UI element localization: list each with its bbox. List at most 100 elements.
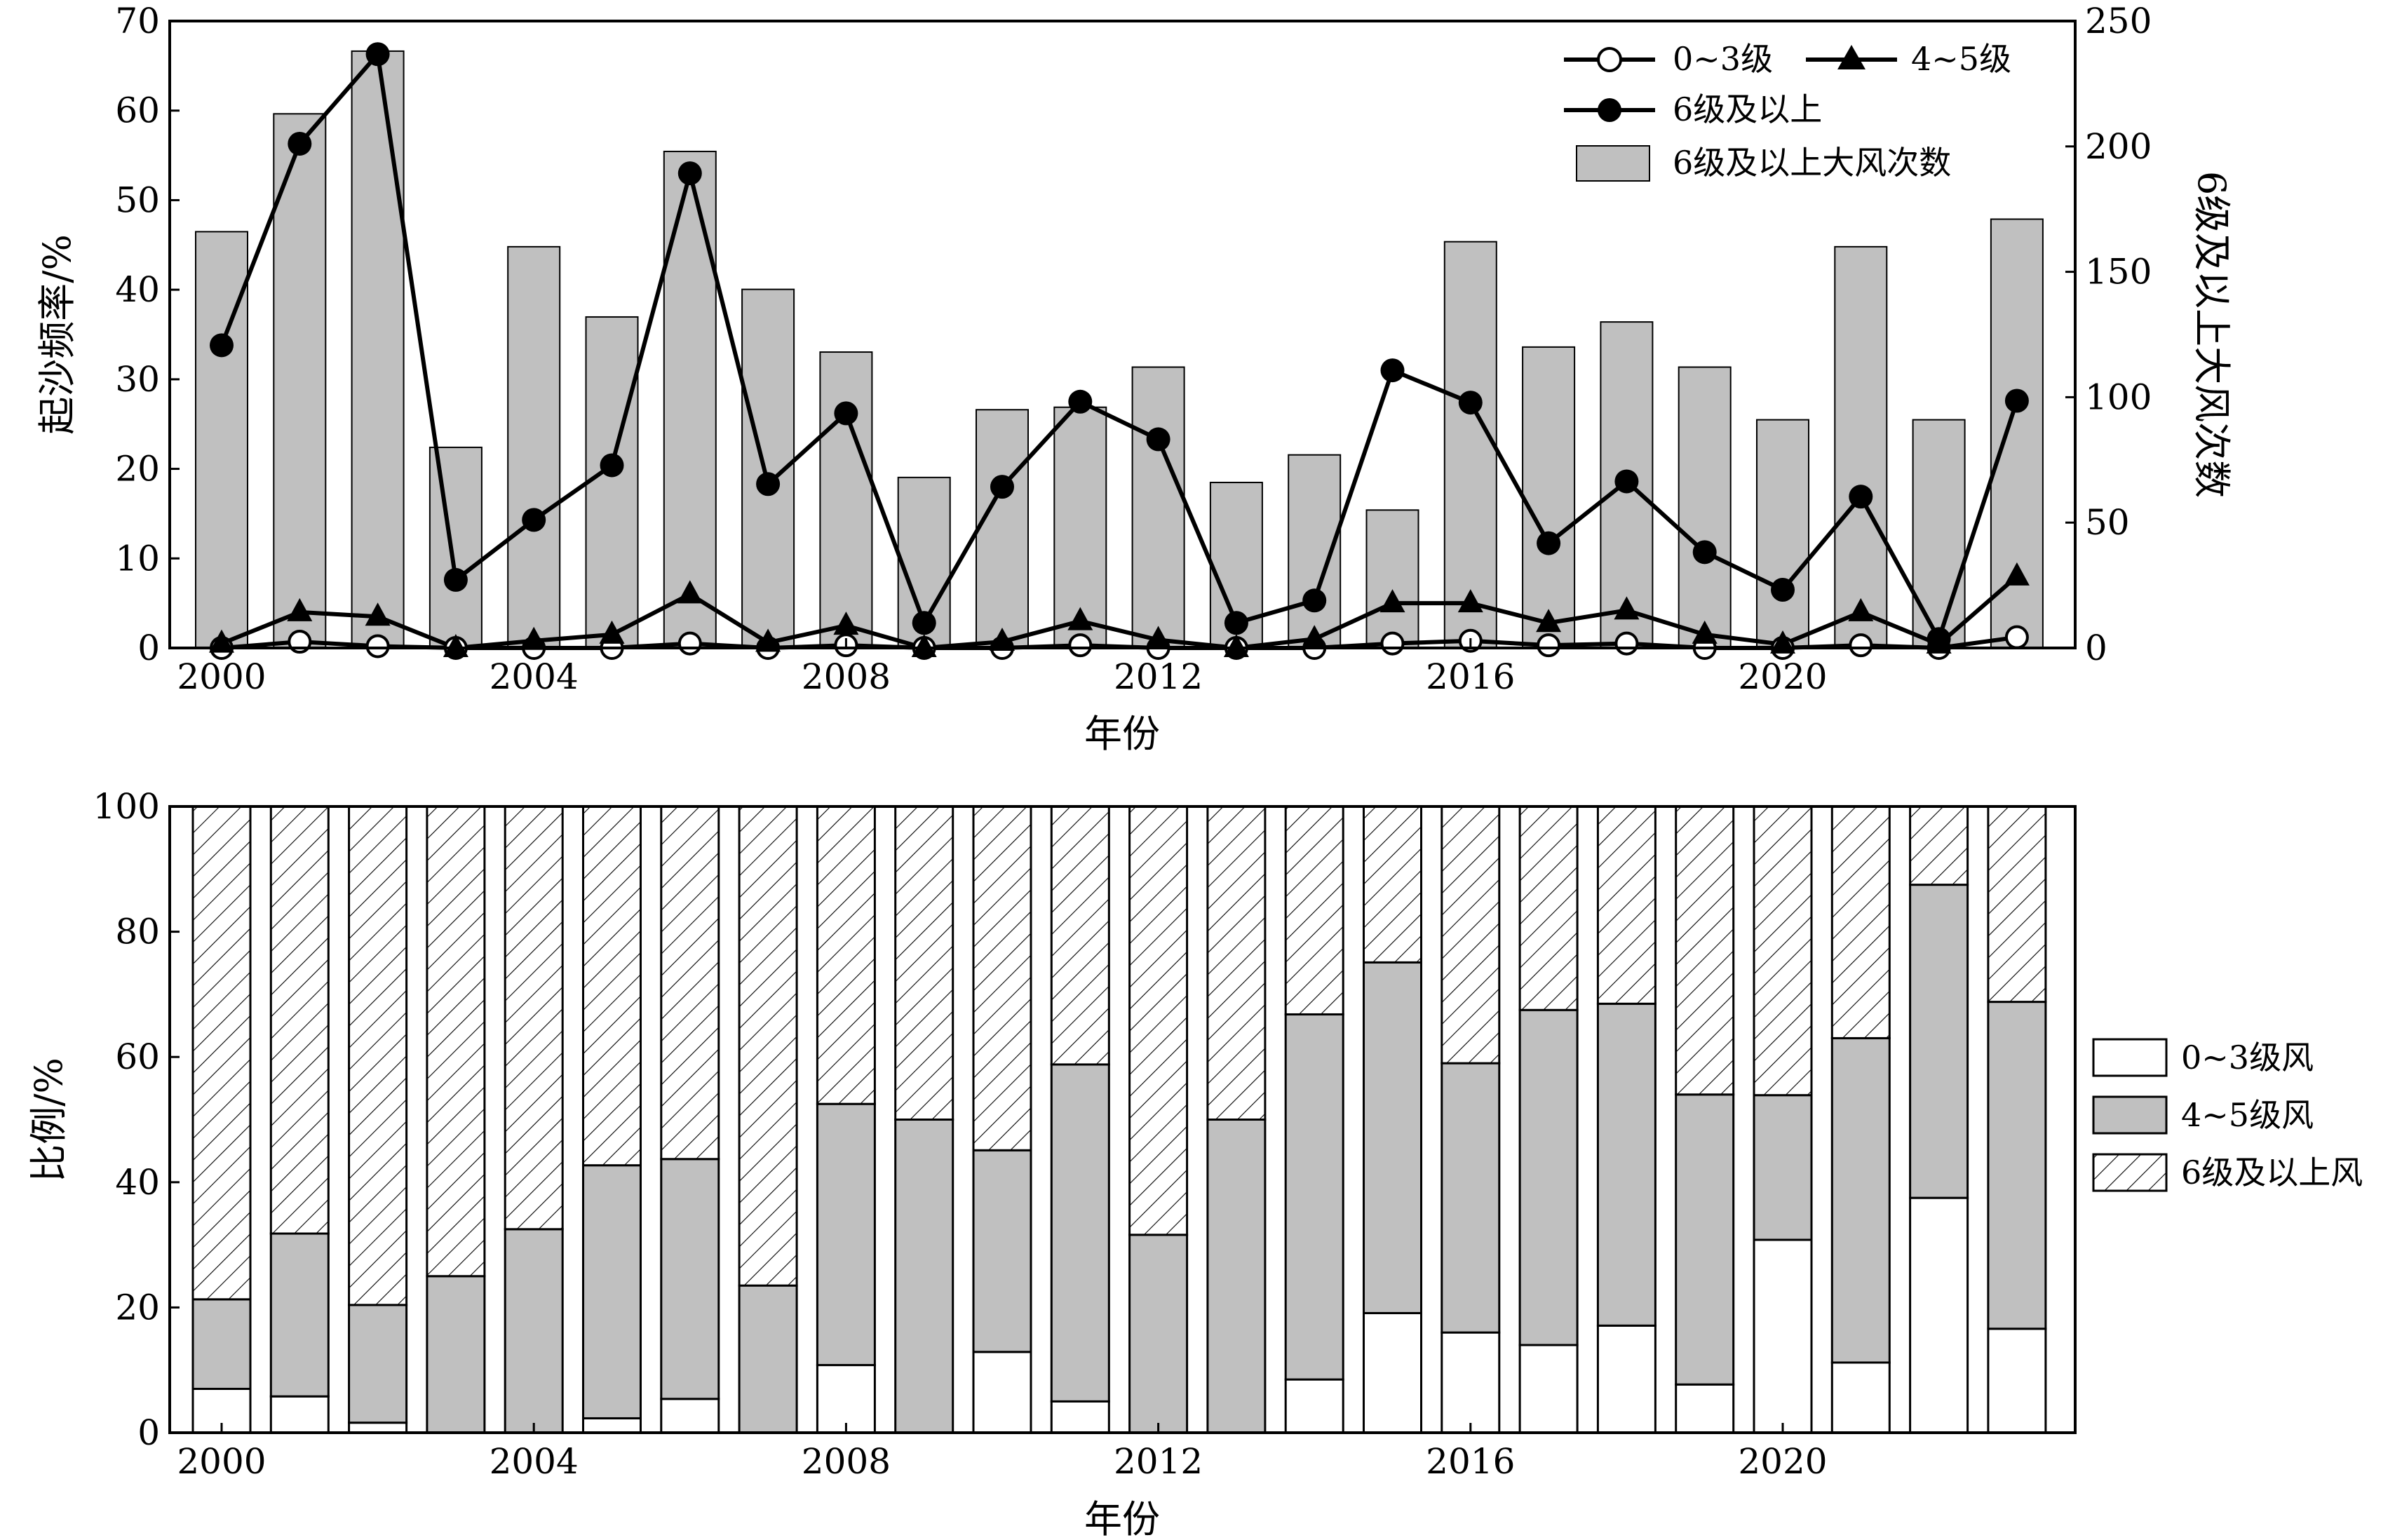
marker-6级及以上-2020 [1771,577,1795,602]
stacked-segment-0~3级风-2010 [972,1351,1032,1434]
stacked-segment-0~3级风-2022 [1909,1196,1969,1434]
top-yr-tick-label-250: 250 [2085,1,2152,41]
marker-6级及以上-2006 [677,161,702,186]
marker-4~5级-2008 [833,612,859,635]
stacked-segment-6级及以上风-2004 [504,805,564,1231]
stacked-segment-4~5级风-2021 [1830,1036,1891,1364]
legend-label-wind-0-3: 0~3级风 [2181,1039,2314,1076]
legend-entry-4-5: 4~5级 [1806,40,2011,78]
series-line-6级及以上 [220,52,2019,642]
bottom-x-tick-label-2000: 2000 [177,1441,266,1482]
marker-0~3级-2015 [1380,631,1405,656]
marker-6级及以上-2002 [365,42,390,67]
bottom-y-tick-label-0: 0 [137,1412,160,1453]
marker-6级及以上-2003 [443,567,468,592]
stacked-segment-4~5级风-2003 [426,1275,486,1434]
stacked-segment-4~5级风-2017 [1518,1008,1579,1346]
stacked-segment-4~5级风-2016 [1440,1062,1501,1334]
marker-0~3级-2018 [1614,631,1639,656]
legend-label-gale-count: 6级及以上大风次数 [1673,144,1951,182]
marker-6级及以上-2022 [1927,627,1951,651]
top-y-axis-right-label: 6级及以上大风次数 [2190,171,2234,498]
top-plot-frame [168,20,2077,649]
top-chart-panel: 2000 2004 2008 2012 2016 20200102030405060700… [35,1,2234,756]
marker-4~5级-2003 [443,634,468,657]
bottom-y-tick-label-100: 100 [93,786,160,827]
stacked-segment-6级及以上风-2018 [1596,805,1657,1005]
marker-0~3级-2017 [1537,633,1561,658]
top-x-tick-label-2004: 2004 [490,656,579,697]
stacked-segment-4~5级风-2007 [738,1284,798,1434]
bottom-x-axis-label: 年份 [1084,1497,1160,1540]
legend-entry-wind-0-3: 0~3级风 [2092,1038,2314,1077]
marker-6级及以上-2011 [1068,389,1093,414]
stacked-segment-4~5级风-2012 [1128,1234,1189,1434]
top-yl-tick-label-30: 30 [115,359,160,400]
top-yl-tick-label-20: 20 [115,449,160,489]
stacked-segment-6级及以上风-2020 [1753,805,1813,1097]
bottom-plot-frame [168,805,2077,1434]
stacked-segment-4~5级风-2014 [1284,1013,1344,1381]
top-axis-ticks: 2000 2004 2008 2012 2016 20200102030405060700… [115,1,2152,697]
marker-0~3级-2021 [1849,633,1873,658]
marker-6级及以上-2023 [2004,389,2029,413]
top-yl-tick-label-70: 70 [115,1,160,41]
stacked-segment-0~3级风-2001 [269,1395,330,1434]
top-x-tick-label-2012: 2012 [1114,656,1203,697]
marker-0~3级-2011 [1068,633,1093,658]
stacked-segment-0~3级风-2015 [1363,1311,1422,1434]
marker-6级及以上-2010 [990,475,1014,499]
stacked-segment-4~5级风-2015 [1363,961,1422,1314]
stacked-segment-0~3级风-2017 [1518,1344,1579,1434]
top-yr-tick-label-100: 100 [2085,377,2152,417]
marker-6级及以上-2005 [600,453,624,478]
stacked-segment-6级及以上风-2021 [1830,805,1891,1039]
stacked-segment-4~5级风-2010 [972,1149,1032,1353]
bottom-y-tick-label-20: 20 [115,1287,160,1328]
top-line-series [209,42,2030,660]
stacked-segment-6级及以上风-2010 [972,805,1032,1151]
stacked-segment-6级及以上风-2008 [816,805,876,1105]
stacked-segment-6级及以上风-2023 [1987,805,2047,1004]
stacked-segment-4~5级风-2018 [1596,1002,1657,1327]
marker-4~5级-2017 [1536,609,1562,633]
marker-4~5级-2011 [1067,607,1093,630]
bottom-legend: 0~3级风 4~5级风 6级及以上风 [2092,1038,2363,1192]
stacked-segment-6级及以上风-2016 [1440,805,1501,1065]
stacked-segment-4~5级风-2020 [1753,1094,1813,1241]
stacked-segment-4~5级风-2009 [894,1119,954,1434]
marker-0~3级-2006 [677,631,702,656]
stacked-segment-6级及以上风-2014 [1284,805,1344,1015]
marker-6级及以上-2018 [1614,469,1639,494]
marker-6级及以上-2015 [1380,358,1405,383]
stacked-segment-4~5级风-2013 [1206,1119,1267,1434]
marker-4~5级-2016 [1457,589,1483,613]
stacked-segment-6级及以上风-2006 [660,805,720,1161]
bottom-axis-ticks: 2000 2004 2008 2012 2016 2020 0 20 40 60 80 100 [93,786,1828,1482]
top-bar-2015 [1365,509,1419,649]
marker-4~5级-2002 [365,602,391,626]
marker-4~5级-2021 [1848,597,1874,621]
top-bar-2006 [663,150,717,649]
top-bar-2004 [507,245,561,649]
marker-6级及以上-2000 [210,333,234,358]
marker-6级及以上-2021 [1849,485,1873,509]
stacked-segment-0~3级风-2018 [1596,1324,1657,1434]
top-bar-2008 [819,351,873,649]
stacked-segment-6级及以上风-2000 [191,805,252,1301]
bottom-x-tick-label-2008: 2008 [802,1441,891,1482]
marker-4~5级-2013 [1223,634,1249,657]
stacked-segment-0~3级风-2005 [582,1417,642,1434]
top-bar-2001 [273,113,327,649]
bottom-x-tick-label-2004: 2004 [490,1441,579,1482]
top-yl-tick-label-10: 10 [115,538,160,579]
legend-label-0-3: 0~3级 [1673,40,1773,78]
marker-4~5级-2009 [911,634,937,657]
stacked-segment-4~5级风-2011 [1050,1063,1110,1403]
stacked-segment-4~5级风-2001 [269,1232,330,1398]
stacked-segment-6级及以上风-2022 [1909,805,1969,886]
stacked-segment-6级及以上风-2019 [1675,805,1735,1096]
bottom-y-tick-label-80: 80 [115,912,160,952]
bottom-x-tick-label-2012: 2012 [1114,1441,1203,1482]
